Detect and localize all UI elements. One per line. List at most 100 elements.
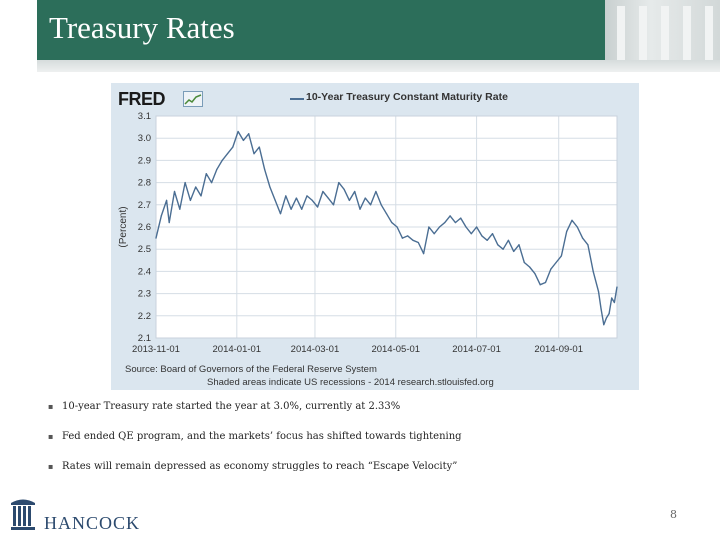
data-point bbox=[173, 190, 176, 193]
data-point bbox=[491, 233, 494, 235]
data-point bbox=[359, 208, 361, 210]
data-point bbox=[539, 284, 541, 286]
data-point bbox=[600, 308, 602, 310]
data-point bbox=[438, 226, 441, 228]
fred-graph-icon bbox=[183, 91, 203, 107]
data-point bbox=[232, 146, 234, 148]
data-point bbox=[370, 204, 372, 206]
data-point bbox=[322, 190, 324, 193]
data-point bbox=[597, 290, 600, 292]
data-point bbox=[502, 248, 504, 250]
data-point bbox=[581, 237, 584, 239]
data-point bbox=[253, 153, 255, 155]
chart-legend: 10-Year Treasury Constant Maturity Rate bbox=[306, 91, 508, 103]
y-axis-label: (Percent) bbox=[118, 206, 129, 247]
series-line bbox=[155, 130, 618, 326]
column-decoration bbox=[617, 6, 625, 66]
data-point bbox=[497, 244, 499, 246]
data-point bbox=[269, 186, 271, 188]
data-point bbox=[348, 199, 351, 201]
data-point bbox=[407, 235, 409, 237]
data-point bbox=[338, 182, 340, 184]
data-point bbox=[587, 244, 589, 246]
legend-line-icon bbox=[290, 98, 304, 100]
y-tick-label: 2.2 bbox=[138, 311, 151, 322]
data-point bbox=[317, 206, 319, 208]
data-point bbox=[592, 270, 594, 272]
data-point bbox=[550, 268, 552, 270]
data-point bbox=[258, 146, 260, 148]
data-point bbox=[460, 217, 462, 219]
data-point bbox=[179, 208, 181, 210]
data-point bbox=[343, 188, 345, 190]
data-point bbox=[160, 215, 162, 217]
column-decoration bbox=[705, 6, 713, 66]
data-point bbox=[576, 226, 578, 228]
data-point bbox=[486, 239, 488, 241]
data-point bbox=[544, 281, 547, 284]
hancock-column-logo-icon bbox=[8, 497, 38, 531]
y-tick-label: 2.9 bbox=[138, 155, 151, 166]
data-point bbox=[475, 226, 478, 228]
data-point bbox=[605, 317, 608, 319]
data-point bbox=[189, 199, 192, 201]
x-tick-label: 2014-09-01 bbox=[534, 344, 583, 355]
data-point bbox=[444, 221, 446, 224]
bullet-item: Rates will remain depressed as economy s… bbox=[48, 458, 688, 488]
y-tick-label: 3.1 bbox=[138, 111, 151, 122]
bullet-item: Fed ended QE program, and the markets’ f… bbox=[48, 428, 688, 458]
data-point bbox=[364, 197, 366, 199]
data-point bbox=[165, 199, 168, 201]
data-point bbox=[311, 199, 313, 201]
data-point bbox=[306, 195, 308, 197]
data-point bbox=[465, 226, 467, 228]
data-point bbox=[385, 213, 388, 215]
data-point bbox=[560, 255, 562, 257]
data-point bbox=[155, 237, 157, 239]
data-point bbox=[216, 168, 218, 170]
data-point bbox=[513, 250, 515, 253]
slide-title: Treasury Rates bbox=[49, 10, 235, 45]
data-point bbox=[327, 197, 329, 199]
data-point bbox=[470, 233, 472, 235]
y-tick-label: 2.8 bbox=[138, 178, 151, 189]
x-tick-label: 2013-11-01 bbox=[132, 344, 180, 355]
data-point bbox=[242, 139, 245, 142]
chart: 2.1 2.2 2.3 2.4 2.5 2.6 2.7 2.8 2.9 3.0 3.1 2013-11… bbox=[118, 111, 618, 355]
y-tick-label: 2.7 bbox=[138, 200, 151, 211]
column-decoration bbox=[683, 6, 691, 66]
data-point bbox=[200, 195, 202, 197]
x-tick-label: 2014-01-01 bbox=[213, 344, 262, 355]
data-point bbox=[264, 168, 266, 170]
data-point bbox=[523, 261, 525, 264]
data-point bbox=[391, 221, 393, 224]
data-point bbox=[211, 182, 213, 184]
data-point bbox=[248, 133, 250, 135]
data-point bbox=[613, 301, 615, 304]
y-tick-label: 2.6 bbox=[138, 222, 151, 233]
y-tick-label: 2.5 bbox=[138, 244, 151, 255]
data-point bbox=[195, 186, 197, 188]
data-point bbox=[433, 233, 435, 235]
y-tick-label: 2.3 bbox=[138, 289, 151, 300]
data-point bbox=[518, 244, 520, 246]
x-tick-label: 2014-07-01 bbox=[452, 344, 501, 355]
y-tick-label: 2.1 bbox=[138, 333, 151, 344]
data-point bbox=[555, 261, 557, 264]
data-point bbox=[285, 195, 287, 197]
column-decoration bbox=[639, 6, 647, 66]
data-point bbox=[380, 204, 382, 206]
y-tick-label: 3.0 bbox=[138, 133, 151, 144]
data-point bbox=[295, 197, 298, 199]
data-point bbox=[481, 235, 483, 237]
bullet-list: 10-year Treasury rate started the year a… bbox=[48, 398, 688, 488]
data-point bbox=[507, 239, 509, 241]
data-point bbox=[611, 297, 613, 299]
data-point bbox=[449, 215, 451, 217]
data-point bbox=[412, 239, 414, 241]
data-point bbox=[566, 230, 568, 233]
chart-note: Shaded areas indicate US recessions - 20… bbox=[207, 377, 494, 388]
fred-logo: FRED bbox=[118, 89, 166, 109]
data-point bbox=[454, 221, 456, 224]
company-logo-text: HANCOCK bbox=[44, 513, 141, 533]
